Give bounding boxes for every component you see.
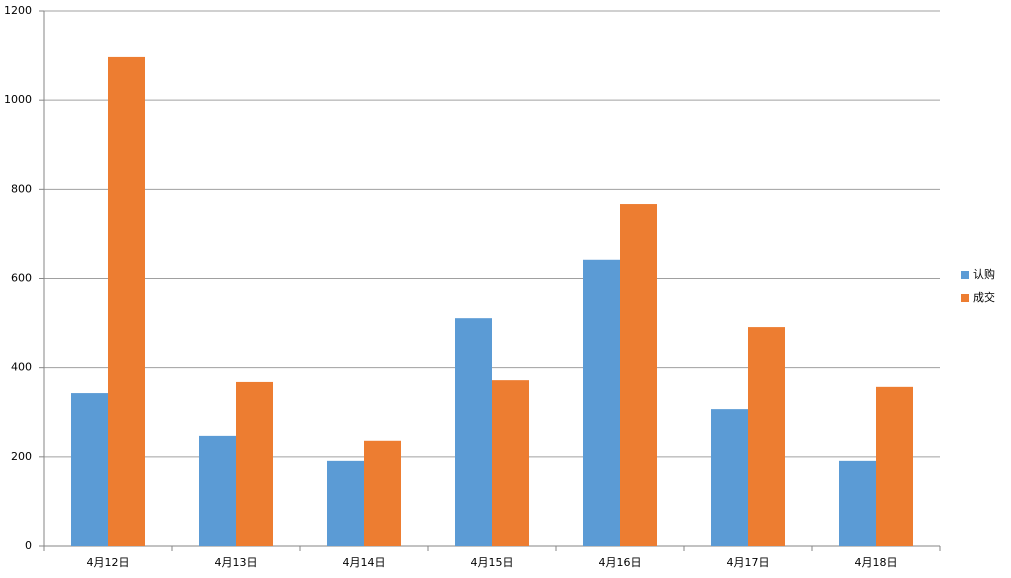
x-tick-label: 4月18日 (855, 556, 898, 569)
legend-swatch (961, 271, 969, 279)
bar (711, 409, 748, 546)
x-tick-label: 4月12日 (87, 556, 130, 569)
bar (455, 318, 492, 546)
legend-swatch (961, 294, 969, 302)
legend-label: 认购 (973, 267, 995, 281)
bar (71, 393, 108, 546)
x-tick-label: 4月16日 (599, 556, 642, 569)
x-tick-label: 4月13日 (215, 556, 258, 569)
bar (327, 460, 364, 546)
bar (199, 435, 236, 546)
bar (236, 381, 273, 546)
y-tick-label: 600 (11, 272, 32, 285)
bar (748, 327, 785, 546)
y-tick-label: 800 (11, 182, 32, 195)
bar (492, 380, 529, 546)
bar (876, 386, 913, 546)
y-tick-label: 0 (25, 539, 32, 552)
legend-label: 成交 (973, 290, 995, 304)
bar (364, 440, 401, 546)
bar (620, 204, 657, 546)
y-tick-label: 400 (11, 361, 32, 374)
x-tick-label: 4月15日 (471, 556, 514, 569)
x-tick-label: 4月14日 (343, 556, 386, 569)
y-tick-label: 1200 (4, 4, 32, 17)
bar (108, 56, 145, 546)
bar (583, 259, 620, 546)
y-tick-label: 1000 (4, 93, 32, 106)
x-tick-label: 4月17日 (727, 556, 770, 569)
y-tick-label: 200 (11, 450, 32, 463)
bar (839, 460, 876, 546)
